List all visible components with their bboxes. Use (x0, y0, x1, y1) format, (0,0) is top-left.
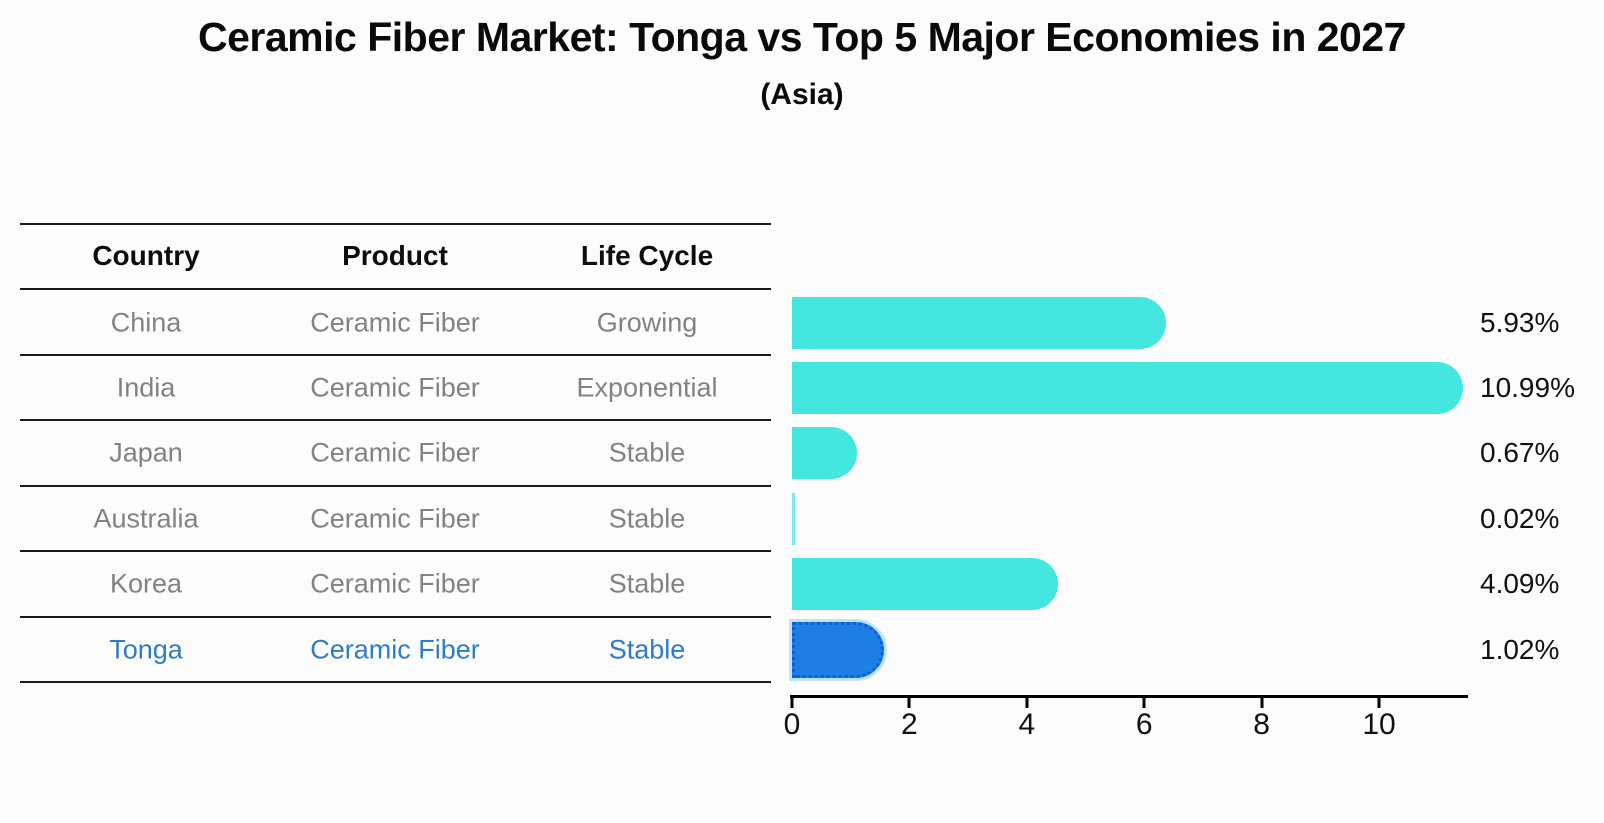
x-axis-tick (1377, 698, 1381, 708)
bar-value-label: 4.09% (1480, 568, 1560, 600)
cell-country: Japan (109, 437, 183, 468)
x-axis-line (790, 695, 1468, 698)
chart-subtitle: (Asia) (760, 78, 844, 111)
table-divider (20, 419, 771, 422)
cell-country: India (116, 372, 176, 403)
x-axis-tick (1142, 698, 1146, 708)
bar-value-label: 10.99% (1480, 371, 1575, 403)
x-axis-tick-label: 8 (1253, 708, 1270, 741)
cell-product: Ceramic Fiber (310, 634, 480, 665)
cell-country: Korea (109, 568, 183, 599)
x-axis-tick (1260, 698, 1264, 708)
bar-highlight (792, 621, 884, 678)
bar (792, 427, 858, 480)
table-divider (20, 681, 771, 684)
x-axis-tick-label: 0 (783, 708, 801, 741)
bar-value-label: 1.02% (1480, 633, 1560, 665)
cell-country: Australia (93, 503, 199, 534)
bar-value-label: 5.93% (1480, 306, 1560, 338)
cell-life-cycle: Stable (608, 437, 686, 468)
table-divider (20, 223, 771, 225)
table-divider (20, 353, 771, 356)
cell-product: Ceramic Fiber (310, 437, 480, 468)
table-header-country: Country (92, 239, 200, 271)
cell-life-cycle: Stable (608, 634, 686, 665)
cell-product: Ceramic Fiber (310, 372, 480, 403)
cell-country: China (110, 307, 182, 337)
cell-product: Ceramic Fiber (310, 503, 480, 534)
x-axis-tick-label: 2 (901, 708, 918, 741)
bar (792, 296, 1167, 349)
chart-title: Ceramic Fiber Market: Tonga vs Top 5 Maj… (198, 14, 1406, 60)
cell-product: Ceramic Fiber (310, 568, 480, 599)
bar (792, 492, 795, 545)
cell-life-cycle: Stable (608, 503, 686, 534)
x-axis-tick-label: 6 (1135, 708, 1153, 741)
bar-value-label: 0.02% (1480, 502, 1560, 534)
x-axis-tick (790, 698, 794, 708)
bar (792, 361, 1464, 414)
table-header-life-cycle: Life Cycle (580, 239, 714, 271)
table-divider (20, 550, 771, 553)
bar-value-label: 0.67% (1480, 437, 1560, 469)
x-axis-tick (907, 698, 911, 708)
cell-life-cycle: Growing (596, 307, 698, 337)
cell-life-cycle: Exponential (576, 372, 718, 403)
table-header-product: Product (342, 239, 448, 271)
x-axis-tick-label: 4 (1018, 708, 1036, 741)
cell-country: Tonga (109, 634, 183, 665)
table-divider (20, 484, 771, 487)
cell-product: Ceramic Fiber (310, 307, 480, 337)
x-axis-tick-label: 10 (1362, 708, 1396, 741)
table-divider (20, 288, 771, 291)
cell-life-cycle: Stable (608, 568, 686, 599)
bar (792, 558, 1059, 611)
table-divider (20, 615, 771, 618)
x-axis-tick (1025, 698, 1029, 708)
